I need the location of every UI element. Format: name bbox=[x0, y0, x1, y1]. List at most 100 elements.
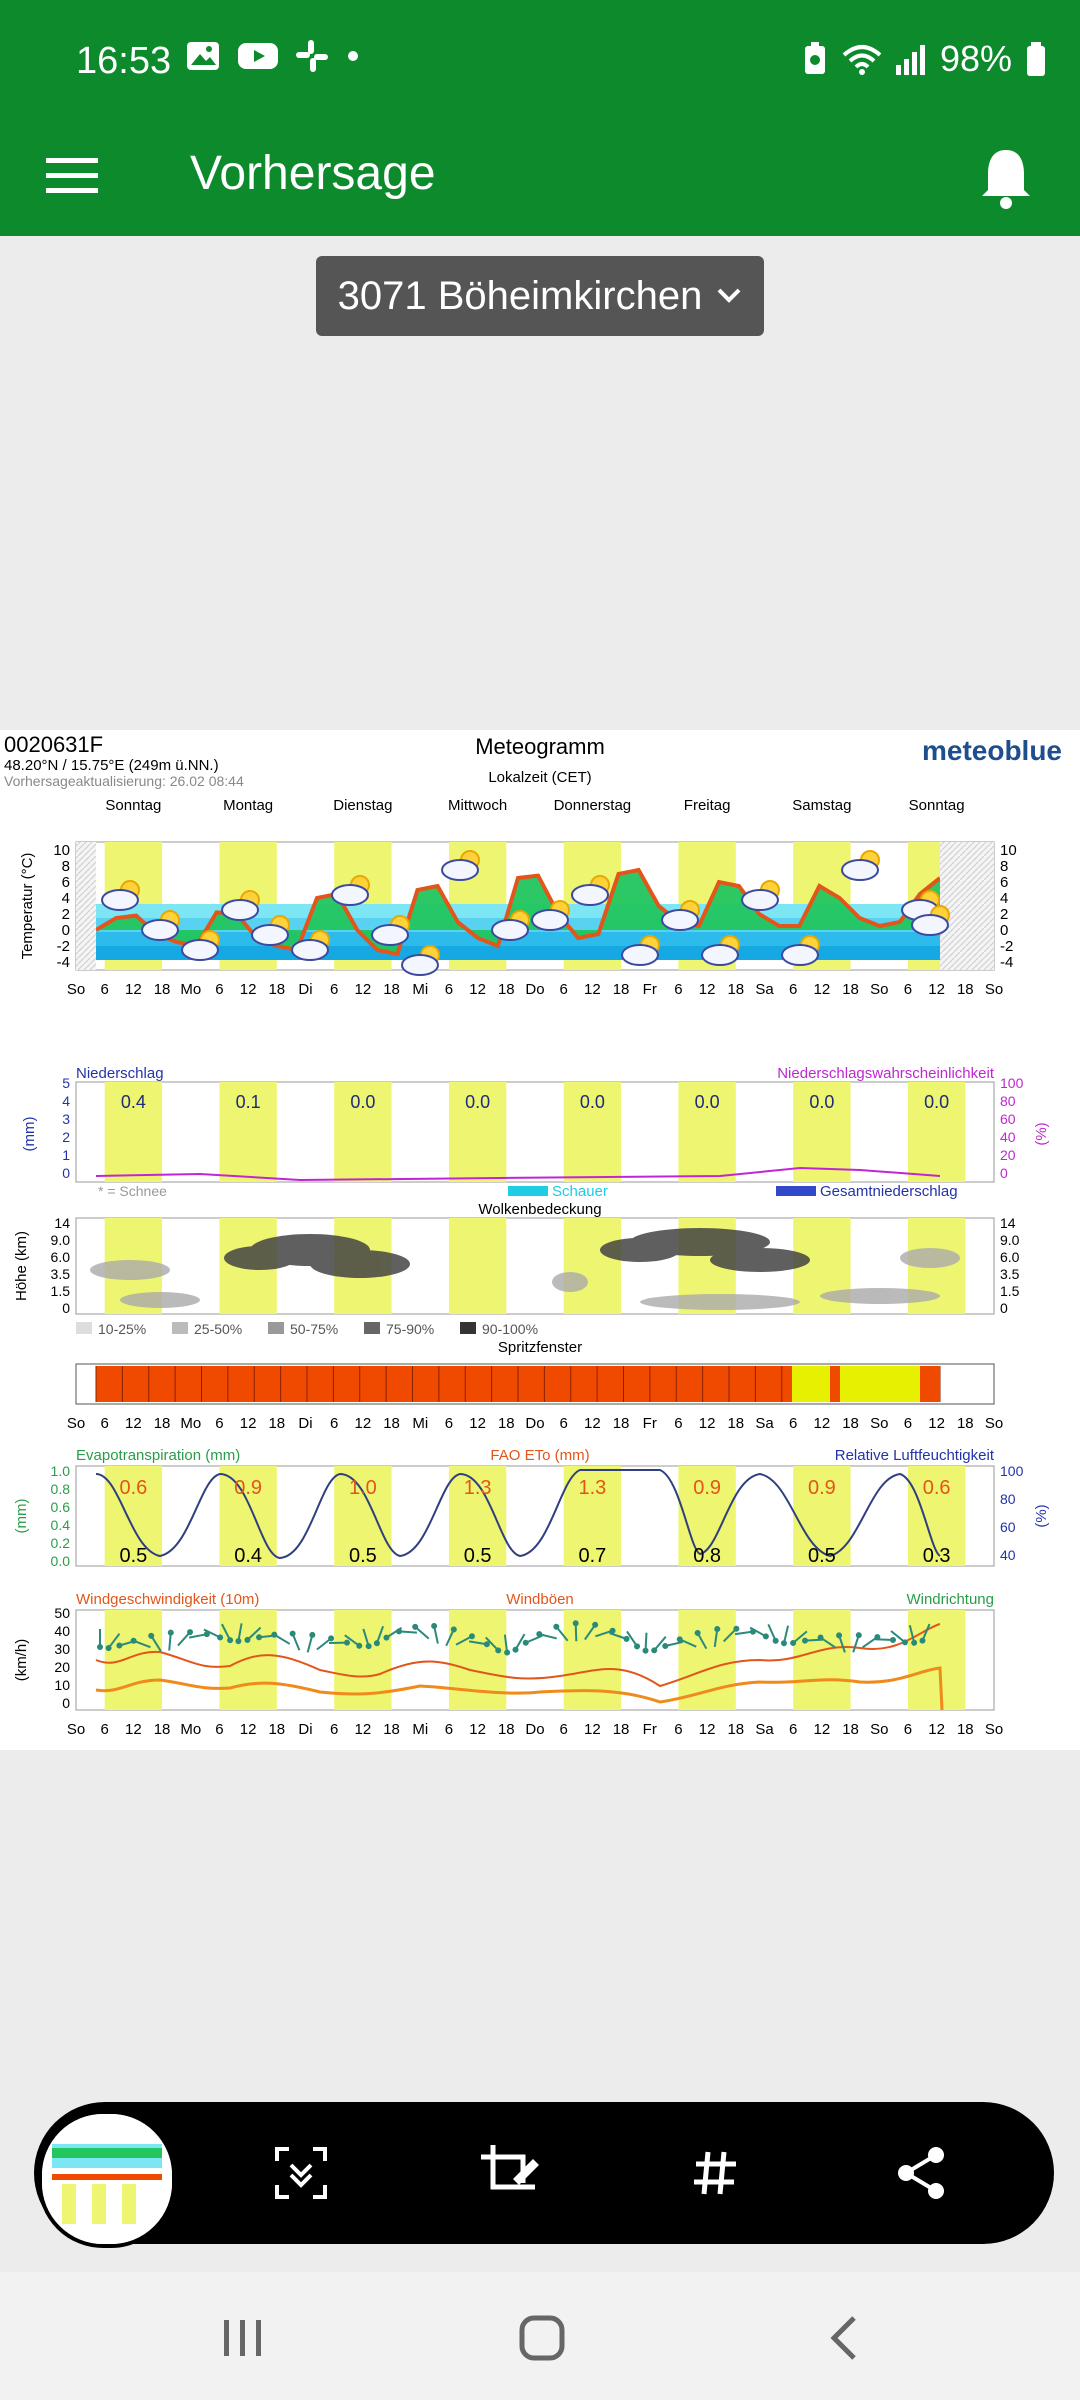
back-icon[interactable] bbox=[816, 2308, 876, 2368]
wind-direction-arrow bbox=[412, 1623, 430, 1640]
precip-ylabel-right: (%) bbox=[1033, 1122, 1050, 1145]
x-tick-label: 12 bbox=[355, 1415, 372, 1432]
recent-apps-icon[interactable] bbox=[212, 2308, 272, 2368]
meteogram[interactable]: 0020631F 48.20°N / 15.75°E (249m ü.NN.) … bbox=[0, 730, 1080, 1750]
temp-tick: 6 bbox=[62, 874, 70, 891]
snow-note: * = Schnee bbox=[98, 1183, 167, 1199]
x-tick-label: 18 bbox=[727, 1721, 744, 1738]
wind-direction-arrow bbox=[780, 1625, 789, 1647]
wind-direction-arrow bbox=[595, 1627, 616, 1638]
precip-prob-tick: 20 bbox=[1000, 1147, 1016, 1163]
x-tick-label: 6 bbox=[560, 1415, 568, 1432]
temp-tick: -4 bbox=[57, 954, 70, 971]
weather-icon bbox=[911, 905, 950, 936]
weather-icon bbox=[531, 900, 570, 931]
temp-tick-right: 8 bbox=[1000, 858, 1008, 875]
cloud-ylabel: Höhe (km) bbox=[13, 1231, 30, 1301]
winddir-title: Windrichtung bbox=[906, 1591, 994, 1608]
wind-direction-arrow bbox=[373, 1625, 385, 1647]
temp-tick-right: 6 bbox=[1000, 874, 1008, 891]
weather-icon bbox=[661, 900, 700, 931]
evapo-tick: 1.0 bbox=[51, 1463, 71, 1479]
wind-direction-arrow bbox=[431, 1622, 439, 1644]
precip-prob-tick: 0 bbox=[1000, 1165, 1008, 1181]
daylight-band bbox=[678, 1610, 736, 1710]
x-tick-label: 6 bbox=[445, 1721, 453, 1738]
screenshot-toolbar bbox=[34, 2102, 1054, 2248]
wind-direction-arrow bbox=[874, 1636, 896, 1643]
gust-title: Windböen bbox=[506, 1591, 574, 1608]
wind-direction-arrow bbox=[271, 1631, 291, 1645]
x-tick-label: Sa bbox=[755, 1721, 774, 1738]
x-tick-label: 12 bbox=[240, 1721, 257, 1738]
x-tick-label: 6 bbox=[330, 1721, 338, 1738]
et-value: 0.4 bbox=[234, 1545, 262, 1567]
location-label: 3071 Böheimkirchen bbox=[337, 273, 703, 318]
x-tick-label: 18 bbox=[383, 1721, 400, 1738]
x-tick-label: 18 bbox=[498, 1721, 515, 1738]
x-tick-label: 18 bbox=[842, 1415, 859, 1432]
weather-icon bbox=[781, 935, 820, 966]
x-tick-label: 12 bbox=[699, 1415, 716, 1432]
crop-edit-button[interactable] bbox=[474, 2138, 544, 2208]
weather-icon bbox=[571, 875, 610, 906]
humidity-tick: 100 bbox=[1000, 1463, 1024, 1479]
cloud-title: Wolkenbedeckung bbox=[478, 1201, 601, 1218]
cloud-legend-swatch bbox=[460, 1322, 476, 1334]
x-tick-label: 6 bbox=[101, 1721, 109, 1738]
scroll-capture-button[interactable] bbox=[266, 2138, 336, 2208]
x-tick-label: 12 bbox=[584, 1721, 601, 1738]
wind-direction-arrow bbox=[642, 1632, 649, 1654]
weather-icon bbox=[221, 890, 260, 921]
x-tick-label: So bbox=[870, 1415, 888, 1432]
evapo-ylabel-right: (%) bbox=[1033, 1504, 1050, 1527]
screenshot-thumbnail[interactable] bbox=[38, 2110, 176, 2248]
x-tick-label: 6 bbox=[330, 1415, 338, 1432]
wind-tick: 50 bbox=[54, 1605, 70, 1621]
evapo-tick: 0.6 bbox=[51, 1499, 71, 1515]
x-tick-label: 18 bbox=[498, 1415, 515, 1432]
daylight-band bbox=[104, 1466, 163, 1566]
wind-direction-arrow bbox=[651, 1635, 667, 1654]
x-tick-label: 6 bbox=[330, 981, 338, 998]
evapo-title: Evapotranspiration (mm) bbox=[76, 1447, 240, 1464]
precip-daily-value: 0.4 bbox=[121, 1092, 146, 1112]
precip-title: Niederschlag bbox=[76, 1065, 164, 1082]
cloud-legend-label: 25-50% bbox=[194, 1321, 242, 1337]
eto-value: 1.3 bbox=[578, 1477, 606, 1499]
bell-icon[interactable] bbox=[978, 146, 1034, 210]
x-tick-label: Di bbox=[298, 1415, 312, 1432]
x-tick-label: 12 bbox=[699, 1721, 716, 1738]
x-tick-label: 12 bbox=[814, 981, 831, 998]
x-tick-label: Do bbox=[525, 981, 544, 998]
wind-direction-arrow bbox=[328, 1639, 350, 1646]
wind-direction-arrow bbox=[97, 1629, 103, 1650]
x-tick-label: 6 bbox=[789, 1721, 797, 1738]
precip-daily-value: 0.0 bbox=[924, 1092, 949, 1112]
x-tick-label: 6 bbox=[674, 1721, 682, 1738]
share-button[interactable] bbox=[886, 2138, 956, 2208]
wind-ylabel: (km/h) bbox=[13, 1639, 30, 1682]
temp-tick: 4 bbox=[62, 890, 70, 907]
location-dropdown[interactable]: 3071 Böheimkirchen bbox=[316, 256, 764, 336]
hashtag-button[interactable] bbox=[680, 2138, 750, 2208]
cloud-legend-label: 50-75% bbox=[290, 1321, 338, 1337]
wind-direction-arrow bbox=[919, 1623, 931, 1644]
cloud-legend-label: 75-90% bbox=[386, 1321, 434, 1337]
x-tick-label: So bbox=[870, 1721, 888, 1738]
app-bar: Vorhersage bbox=[0, 118, 1080, 236]
precipitation-panel: Niederschlag Niederschlagswahrscheinlich… bbox=[21, 1065, 1050, 1200]
wind-direction-arrow bbox=[177, 1629, 194, 1647]
temp-tick: 10 bbox=[53, 842, 70, 859]
x-tick-label: 6 bbox=[560, 981, 568, 998]
evapo-tick: 0.0 bbox=[51, 1553, 71, 1569]
menu-icon[interactable] bbox=[46, 156, 98, 196]
wifi-icon bbox=[842, 45, 882, 75]
home-icon[interactable] bbox=[512, 2308, 572, 2368]
spray-title: Spritzfenster bbox=[498, 1339, 582, 1356]
wind-direction-arrow bbox=[344, 1634, 363, 1649]
wind-direction-arrow bbox=[676, 1636, 697, 1648]
x-tick-label: Mi bbox=[412, 981, 428, 998]
x-tick-label: 12 bbox=[928, 981, 945, 998]
precip-ylabel: (mm) bbox=[21, 1117, 38, 1152]
